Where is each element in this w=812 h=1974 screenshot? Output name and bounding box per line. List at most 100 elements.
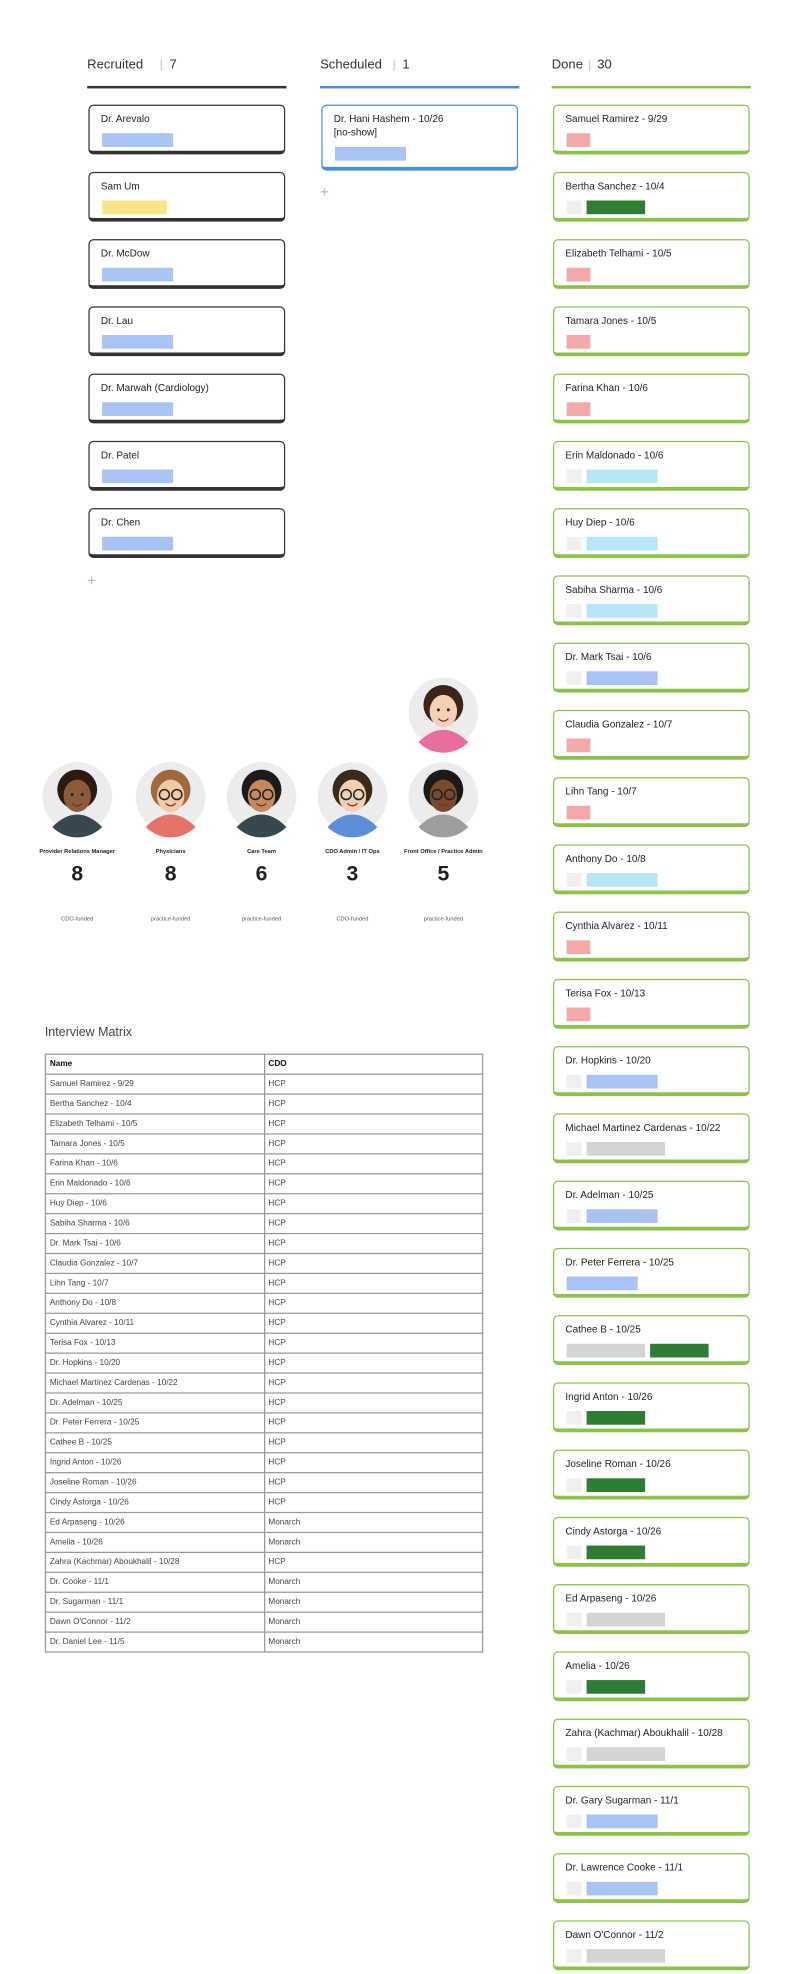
- card[interactable]: Sabiha Sharma - 10/6: [552, 575, 750, 626]
- matrix-row: Michael Martinez Cardenas - 10/22 HCP: [44, 1372, 484, 1394]
- card[interactable]: Dr. Marwah (Cardiology): [88, 373, 286, 424]
- persona-role: Physicians: [155, 848, 186, 855]
- card[interactable]: Dr. Patel: [88, 440, 286, 491]
- tag: [102, 335, 174, 349]
- card[interactable]: Anthony Do - 10/8: [552, 844, 750, 895]
- eye: [80, 793, 84, 797]
- matrix-cell: Monarch: [263, 1571, 484, 1593]
- matrix-cell: Name: [44, 1053, 265, 1075]
- card[interactable]: Zahra (Kachmar) Aboukhalil - 10/28: [552, 1718, 750, 1769]
- glasses: [249, 788, 262, 801]
- tag: [586, 1949, 666, 1963]
- tag: [566, 133, 591, 147]
- card[interactable]: Farina Khan - 10/6: [552, 373, 750, 424]
- persona-count: 8: [164, 861, 177, 886]
- card[interactable]: Cindy Astorga - 10/26: [552, 1516, 750, 1567]
- tag: [566, 1680, 582, 1694]
- card-title: Dr. Chen: [100, 516, 141, 529]
- matrix-cell: HCP: [263, 1193, 484, 1215]
- card-title: Cathee B - 10/25: [565, 1323, 641, 1336]
- mouth: [347, 802, 358, 807]
- matrix-cell: Joseline Roman - 10/26: [44, 1472, 265, 1494]
- matrix-cell: Monarch: [263, 1611, 484, 1633]
- card[interactable]: Dr. Chen: [88, 508, 286, 558]
- card[interactable]: Elizabeth Telhami - 10/5: [552, 239, 750, 289]
- card[interactable]: Cathee B - 10/25: [552, 1315, 750, 1365]
- card[interactable]: Dr. Adelman - 10/25: [552, 1180, 750, 1231]
- matrix-cell: Cynthia Alvarez - 10/11: [44, 1312, 265, 1334]
- tag: [566, 1545, 582, 1560]
- matrix-row: Claudia Gonzalez - 10/7 HCP: [44, 1252, 484, 1275]
- matrix-row: Amelia - 10/26 Monarch: [44, 1531, 484, 1554]
- card[interactable]: Amelia - 10/26: [552, 1651, 750, 1702]
- matrix-row: Huy Diep - 10/6 HCP: [44, 1193, 484, 1215]
- column-count: 7: [169, 57, 177, 73]
- matrix-cell: HCP: [263, 1213, 484, 1235]
- card[interactable]: Dr. Peter Ferrera - 10/25: [552, 1247, 750, 1298]
- matrix-row: Cathee B - 10/25 HCP: [44, 1432, 484, 1454]
- tag: [586, 1814, 658, 1829]
- add-icon[interactable]: [320, 188, 329, 196]
- persona-count: 3: [346, 861, 359, 886]
- card[interactable]: Dr. Lau: [88, 306, 286, 357]
- matrix-cell: Monarch: [263, 1591, 484, 1613]
- matrix-row: Name CDO: [44, 1053, 484, 1075]
- card[interactable]: Erin Maldonado - 10/6: [552, 440, 750, 491]
- card[interactable]: Joseline Roman - 10/26: [552, 1449, 750, 1500]
- matrix-cell: Zahra (Kachmar) Aboukhalil - 10/28: [44, 1551, 265, 1573]
- tag: [566, 940, 591, 954]
- mouth: [437, 802, 449, 807]
- card[interactable]: Terisa Fox - 10/13: [552, 978, 750, 1029]
- card[interactable]: Michael Martinez Cardenas - 10/22: [552, 1113, 750, 1164]
- card[interactable]: Cynthia Alvarez - 10/11: [552, 911, 750, 962]
- card[interactable]: Dr. Arevalo: [88, 104, 286, 155]
- matrix-cell: HCP: [263, 1252, 484, 1275]
- avatar-body: [327, 814, 378, 838]
- card[interactable]: Samuel Ramirez - 9/29: [552, 104, 750, 155]
- matrix-row: Cynthia Alvarez - 10/11 HCP: [44, 1312, 484, 1334]
- card[interactable]: Claudia Gonzalez - 10/7: [552, 709, 750, 760]
- glasses: [262, 788, 274, 801]
- card-title: Joseline Roman - 10/26: [565, 1458, 671, 1470]
- matrix-row: Dr. Hopkins - 10/20 HCP: [44, 1352, 484, 1374]
- matrix-cell: HCP: [263, 1452, 484, 1474]
- column-title: Scheduled: [320, 57, 382, 73]
- card-title: Cynthia Alvarez - 10/11: [565, 920, 668, 932]
- tag: [586, 200, 646, 215]
- card[interactable]: Dawn O'Connor - 11/2: [552, 1920, 750, 1971]
- matrix-row: Tamara Jones - 10/5 HCP: [44, 1133, 484, 1155]
- card[interactable]: Dr. Hopkins - 10/20: [552, 1046, 750, 1096]
- card[interactable]: Dr. McDow: [88, 239, 286, 289]
- card[interactable]: Dr. Lawrence Cooke - 11/1: [552, 1853, 750, 1903]
- separator: [588, 59, 590, 71]
- card[interactable]: Ed Arpaseng - 10/26: [552, 1584, 750, 1634]
- matrix-cell: Amelia - 10/26: [44, 1531, 265, 1554]
- card[interactable]: Ingrid Anton - 10/26: [552, 1382, 750, 1433]
- card-title: Sabiha Sharma - 10/6: [565, 584, 663, 596]
- matrix-cell: HCP: [263, 1491, 484, 1514]
- persona-role: Provider Relations Manager: [39, 848, 116, 855]
- matrix-row: Ingrid Anton - 10/26 HCP: [44, 1452, 484, 1474]
- card[interactable]: Sam Um: [88, 171, 286, 222]
- card[interactable]: Dr. Mark Tsai - 10/6: [552, 642, 750, 693]
- tag: [566, 1949, 582, 1963]
- matrix-cell: Monarch: [263, 1631, 484, 1653]
- card[interactable]: Dr. Hani Hashem - 10/26 [no-show]: [321, 104, 519, 171]
- card[interactable]: Tamara Jones - 10/5: [552, 306, 750, 357]
- matrix-cell: HCP: [263, 1332, 484, 1354]
- card[interactable]: Bertha Sanchez - 10/4: [552, 171, 750, 222]
- add-icon[interactable]: [87, 576, 96, 585]
- matrix-cell: Samuel Ramirez - 9/29: [44, 1073, 265, 1095]
- matrix-row: Joseline Roman - 10/26 HCP: [44, 1472, 484, 1494]
- avatar-body: [418, 729, 469, 753]
- matrix-cell: HCP: [263, 1093, 484, 1115]
- card-title: Anthony Do - 10/8: [565, 853, 646, 865]
- card[interactable]: Lihn Tang - 10/7: [552, 777, 750, 827]
- persona-count: 5: [437, 861, 450, 886]
- matrix-row: Sabiha Sharma - 10/6 HCP: [44, 1213, 484, 1235]
- matrix-row: Farina Khan - 10/6 HCP: [44, 1153, 484, 1175]
- matrix-row: Dr. Mark Tsai - 10/6 HCP: [44, 1232, 484, 1255]
- card[interactable]: Dr. Gary Sugarman - 11/1: [552, 1785, 750, 1836]
- card[interactable]: Huy Diep - 10/6: [552, 508, 750, 558]
- tag: [586, 1680, 646, 1694]
